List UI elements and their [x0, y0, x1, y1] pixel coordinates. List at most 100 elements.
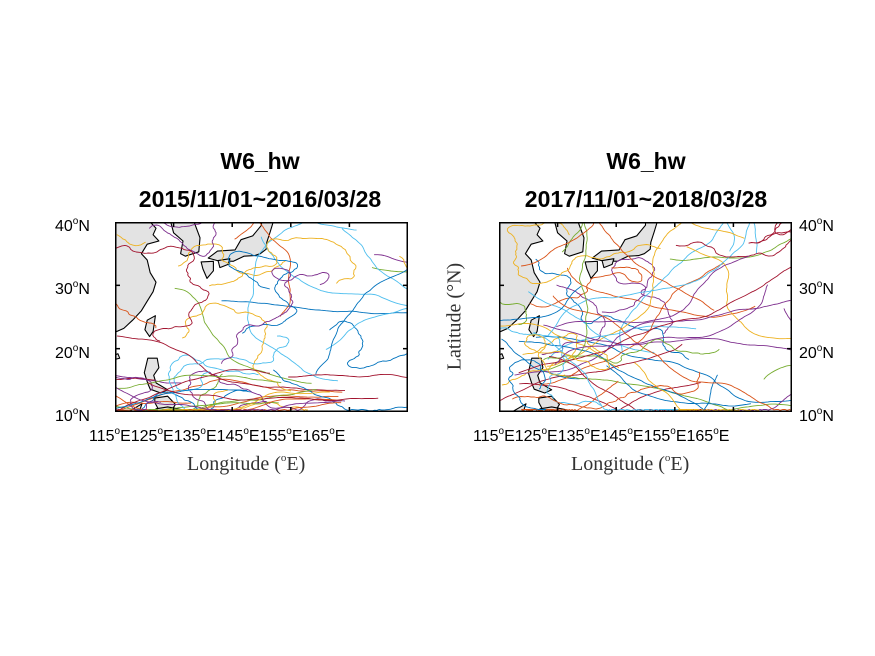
trajectory-39 [543, 338, 720, 364]
trajectory-33 [173, 335, 290, 392]
panel1-ytick-40: 40oN [55, 216, 90, 235]
trajectory-33 [499, 327, 602, 406]
panel2-ytick-20: 20oN [799, 342, 834, 362]
trajectory-41 [518, 266, 792, 374]
trajectory-32 [153, 389, 317, 412]
trajectory-8 [529, 266, 643, 308]
map-frame [115, 222, 408, 412]
panel1-xlabel: Longitude (oE) [187, 452, 306, 475]
trajectory-5 [619, 222, 735, 352]
trajectory-44 [524, 334, 611, 377]
land-3 [584, 260, 598, 279]
trajectory-1 [116, 378, 343, 412]
trajectory-28 [500, 285, 582, 321]
trajectory-35 [606, 365, 751, 407]
trajectory-9 [182, 302, 292, 392]
trajectory-24 [514, 299, 792, 376]
trajectory-0 [535, 258, 690, 360]
trajectory-5 [247, 222, 357, 382]
trajectory-14 [228, 250, 299, 334]
trajectory-40 [325, 307, 408, 350]
trajectory-13 [115, 244, 210, 342]
trajectory-12 [260, 236, 408, 307]
trajectory-0 [221, 300, 408, 315]
trajectory-31 [115, 376, 161, 411]
trajectory-19 [341, 228, 408, 291]
trajectory-34 [115, 369, 271, 411]
land-5 [528, 315, 540, 338]
trajectory-41 [147, 382, 379, 401]
trajectory-40 [533, 331, 679, 412]
land-4 [217, 258, 231, 269]
panel1-xtick-labels: 115oE125oE135oE145oE155oE165oE [89, 426, 346, 445]
trajectory-28 [273, 369, 408, 412]
land-1 [554, 222, 585, 257]
trajectory-3 [601, 257, 673, 335]
trajectory-17 [374, 254, 408, 264]
panel1-title-line2: 2015/11/01~2016/03/28 [138, 186, 382, 212]
map-content [115, 222, 408, 412]
trajectory-42 [315, 268, 408, 375]
trajectory-29 [552, 295, 792, 411]
panel2-ytick-30: 30oN [799, 279, 834, 299]
land-5 [144, 315, 156, 338]
trajectory-26 [167, 354, 259, 412]
trajectory-39 [116, 374, 282, 389]
trajectory-34 [675, 231, 792, 258]
land-0 [115, 222, 160, 333]
panel1-map [115, 222, 408, 412]
panel1-ytick-10: 10oN [55, 406, 90, 425]
trajectory-7 [329, 320, 408, 369]
trajectory-43 [115, 303, 157, 329]
trajectory-6 [519, 382, 701, 411]
trajectory-43 [521, 222, 715, 311]
trajectory-30 [506, 222, 661, 285]
panel2-xtick-labels: 115oE125oE135oE145oE155oE165oE [473, 426, 730, 445]
map-content [499, 222, 792, 412]
trajectory-19 [528, 291, 655, 353]
trajectory-31 [543, 324, 792, 351]
trajectory-21 [518, 340, 718, 411]
trajectory-15 [115, 400, 192, 407]
panel2-title-line2: 2017/11/01~2018/03/28 [524, 186, 768, 212]
land-3 [200, 260, 214, 279]
panel2-map [499, 222, 792, 412]
trajectory-4 [174, 287, 312, 384]
trajectory-12 [547, 325, 697, 360]
trajectory-17 [541, 284, 606, 355]
trajectory-45 [115, 387, 342, 412]
trajectory-27 [754, 222, 792, 244]
panel2-title-line1: W6_hw [606, 148, 686, 174]
trajectory-45 [554, 284, 769, 365]
panel1-ytick-30: 30oN [55, 279, 90, 299]
panel2-ytick-10: 10oN [799, 406, 834, 425]
trajectory-30 [209, 237, 357, 287]
trajectory-14 [501, 338, 584, 380]
trajectory-38 [556, 255, 750, 328]
trajectory-20 [116, 377, 155, 381]
panel2-ylabel: Latitude (°N) [443, 262, 466, 371]
trajectory-15 [538, 262, 724, 386]
map-frame [499, 222, 792, 412]
land-2 [207, 222, 274, 262]
trajectory-4 [763, 364, 792, 380]
panel1-ytick-20: 20oN [55, 342, 90, 362]
trajectory-10 [148, 222, 217, 257]
trajectory-25 [499, 299, 528, 326]
trajectory-36 [512, 371, 701, 410]
panel1-title-line1: W6_hw [220, 148, 300, 174]
trajectory-38 [221, 267, 330, 364]
trajectory-42 [508, 359, 546, 410]
trajectory-37 [634, 362, 760, 412]
land-4 [601, 258, 615, 269]
panel2-xlabel: Longitude (oE) [571, 452, 690, 475]
trajectory-6 [288, 373, 408, 379]
trajectory-22 [521, 380, 619, 412]
trajectory-13 [499, 343, 683, 402]
trajectory-16 [116, 234, 146, 247]
trajectory-1 [566, 267, 756, 318]
trajectory-26 [547, 222, 758, 337]
trajectory-32 [542, 222, 589, 372]
land-2 [591, 222, 658, 262]
panel2-ytick-40: 40oN [799, 216, 834, 235]
